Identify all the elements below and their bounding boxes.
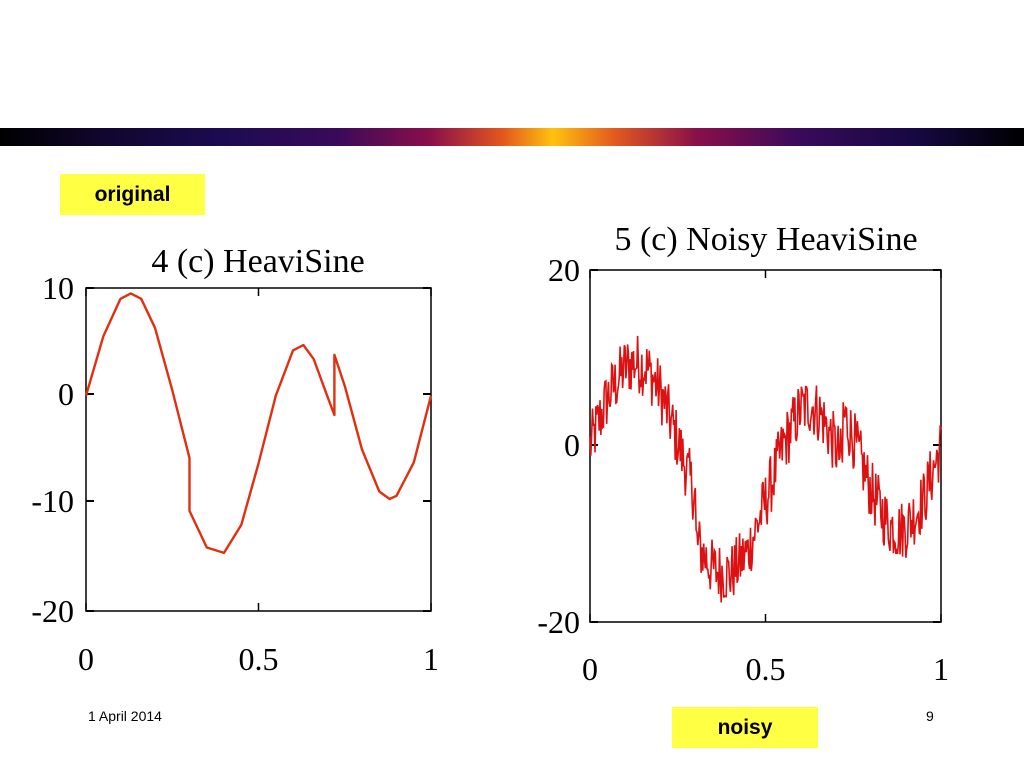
noisy-label: noisy — [672, 707, 818, 748]
title-color-band — [0, 128, 1024, 146]
chart-title: 5 (c) Noisy HeaviSine — [614, 221, 917, 258]
y-tick-label: 20 — [548, 252, 580, 288]
y-tick-label: 0 — [58, 376, 74, 412]
chart-title: 4 (c) HeaviSine — [151, 243, 364, 280]
x-tick-label: 0 — [78, 641, 94, 677]
y-tick-label: 0 — [564, 427, 580, 463]
footer-date: 1 April 2014 — [88, 708, 162, 724]
x-tick-label: 0.5 — [239, 641, 279, 677]
x-tick-label: 0 — [582, 651, 598, 687]
noisy-label-text: noisy — [717, 715, 773, 739]
y-tick-label: 10 — [42, 270, 74, 306]
original-label: original — [60, 174, 205, 215]
y-tick-label: -20 — [31, 593, 74, 629]
original-label-text: original — [94, 182, 171, 206]
x-tick-label: 0.5 — [746, 651, 786, 687]
heavisine-line — [84, 292, 433, 555]
y-tick-label: -20 — [537, 604, 580, 640]
noisy-heavisine-line — [589, 335, 942, 603]
plot-frame — [589, 269, 942, 623]
page-number: 9 — [926, 708, 934, 724]
x-tick-label: 1 — [423, 641, 439, 677]
x-tick-label: 1 — [933, 651, 949, 687]
y-tick-label: -10 — [31, 483, 74, 519]
